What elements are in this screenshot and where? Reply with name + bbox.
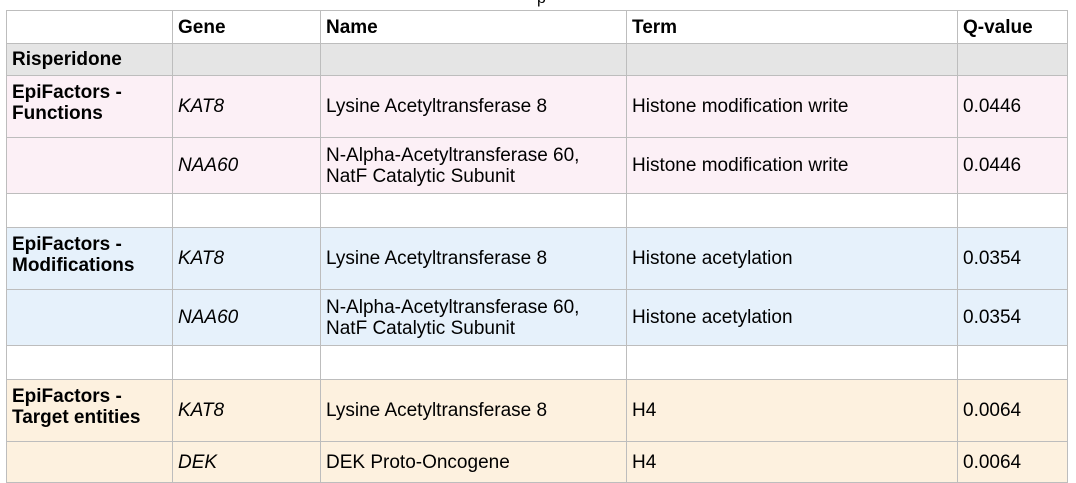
gene-cell: DEK [172, 441, 321, 483]
header-row: Gene Name Term Q-value [6, 10, 1068, 44]
header-name: Name [320, 10, 627, 44]
table-row: EpiFactors - Target entities KAT8 Lysine… [6, 379, 1068, 442]
group-label: EpiFactors - Functions [6, 75, 173, 138]
drug-row: Risperidone [6, 43, 1068, 76]
qvalue-cell: 0.0446 [957, 75, 1068, 138]
term-cell: H4 [626, 379, 958, 442]
gene-cell: KAT8 [172, 379, 321, 442]
empty-cell [957, 43, 1068, 76]
empty-cell [626, 345, 958, 380]
qvalue-cell: 0.0354 [957, 289, 1068, 346]
drug-label: Risperidone [6, 43, 173, 76]
empty-cell [6, 193, 173, 228]
name-cell: Lysine Acetyltransferase 8 [320, 75, 627, 138]
group-label: EpiFactors - Modifications [6, 227, 173, 290]
header-term: Term [626, 10, 958, 44]
table-row: NAA60 N-Alpha-Acetyltransferase 60, NatF… [6, 289, 1068, 346]
empty-cell [172, 193, 321, 228]
empty-cell [6, 441, 173, 483]
name-cell: Lysine Acetyltransferase 8 [320, 227, 627, 290]
term-cell: Histone acetylation [626, 227, 958, 290]
table-row: EpiFactors - Modifications KAT8 Lysine A… [6, 227, 1068, 290]
empty-cell [6, 289, 173, 346]
empty-cell [626, 43, 958, 76]
table-row: EpiFactors - Functions KAT8 Lysine Acety… [6, 75, 1068, 138]
name-cell: DEK Proto-Oncogene [320, 441, 627, 483]
spacer-row [6, 193, 1068, 228]
table-row: NAA60 N-Alpha-Acetyltransferase 60, NatF… [6, 137, 1068, 194]
spacer-row [6, 345, 1068, 380]
caption-fragment: p [0, 0, 1076, 9]
gene-cell: NAA60 [172, 137, 321, 194]
header-gene: Gene [172, 10, 321, 44]
empty-cell [957, 193, 1068, 228]
qvalue-cell: 0.0064 [957, 379, 1068, 442]
empty-cell [320, 193, 627, 228]
header-blank [6, 10, 173, 44]
term-cell: Histone modification write [626, 137, 958, 194]
name-cell: N-Alpha-Acetyltransferase 60, NatF Catal… [320, 289, 627, 346]
empty-cell [320, 43, 627, 76]
term-cell: H4 [626, 441, 958, 483]
group-label: EpiFactors - Target entities [6, 379, 173, 442]
empty-cell [320, 345, 627, 380]
enrichment-table: Gene Name Term Q-value Risperidone EpiFa… [6, 10, 1068, 483]
gene-cell: KAT8 [172, 227, 321, 290]
qvalue-cell: 0.0064 [957, 441, 1068, 483]
empty-cell [6, 137, 173, 194]
empty-cell [6, 345, 173, 380]
empty-cell [957, 345, 1068, 380]
name-cell: Lysine Acetyltransferase 8 [320, 379, 627, 442]
term-cell: Histone modification write [626, 75, 958, 138]
empty-cell [626, 193, 958, 228]
name-cell: N-Alpha-Acetyltransferase 60, NatF Catal… [320, 137, 627, 194]
table-row: DEK DEK Proto-Oncogene H4 0.0064 [6, 441, 1068, 483]
qvalue-cell: 0.0446 [957, 137, 1068, 194]
gene-cell: KAT8 [172, 75, 321, 138]
gene-cell: NAA60 [172, 289, 321, 346]
qvalue-cell: 0.0354 [957, 227, 1068, 290]
empty-cell [172, 43, 321, 76]
term-cell: Histone acetylation [626, 289, 958, 346]
empty-cell [172, 345, 321, 380]
header-qvalue: Q-value [957, 10, 1068, 44]
